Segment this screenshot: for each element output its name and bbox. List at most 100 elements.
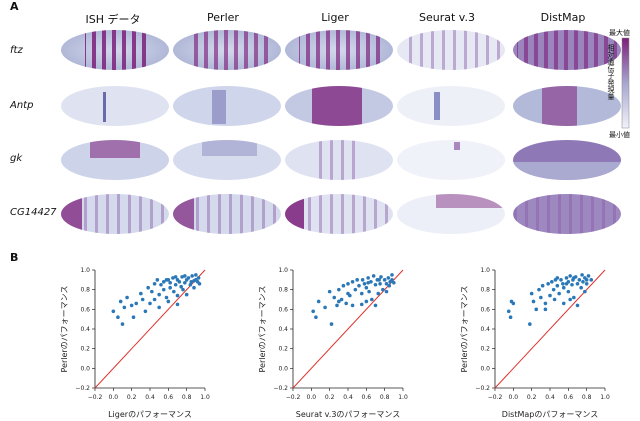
y-tick-label: 0.8 bbox=[480, 287, 490, 294]
data-point bbox=[387, 283, 392, 288]
x-axis-label: Seurat v.3のパフォーマンス bbox=[296, 410, 401, 419]
data-point bbox=[139, 291, 143, 296]
y-tick-label: 0.4 bbox=[480, 326, 490, 333]
data-point bbox=[564, 281, 569, 286]
data-point bbox=[537, 287, 541, 292]
y-tick-label: 0.4 bbox=[80, 326, 90, 333]
data-point bbox=[377, 278, 381, 282]
data-point bbox=[329, 322, 334, 326]
data-point bbox=[152, 281, 157, 286]
column-header-seurat: Seurat v.3 bbox=[419, 11, 475, 24]
data-point bbox=[111, 309, 116, 314]
data-point bbox=[120, 322, 125, 326]
data-point bbox=[555, 276, 560, 280]
embryo-gk-distmap bbox=[513, 140, 621, 180]
data-point bbox=[180, 275, 184, 279]
data-point bbox=[346, 291, 350, 296]
data-point bbox=[376, 291, 381, 296]
embryo-antp-ish bbox=[61, 86, 169, 126]
data-point bbox=[316, 299, 321, 304]
embryo-gk-liger bbox=[285, 140, 393, 180]
data-point bbox=[561, 301, 566, 306]
embryo-ftz-liger bbox=[285, 30, 393, 70]
data-point bbox=[168, 285, 172, 290]
y-tick-label: 0.6 bbox=[278, 306, 288, 313]
data-point bbox=[577, 278, 582, 282]
column-header-ish: ISH データ bbox=[85, 13, 141, 26]
data-point bbox=[179, 284, 183, 289]
data-point bbox=[364, 285, 369, 290]
y-tick-label: −0.2 bbox=[273, 385, 288, 392]
data-point bbox=[166, 299, 171, 304]
column-header-liger: Liger bbox=[321, 11, 349, 24]
data-point bbox=[146, 285, 150, 290]
column-header-distmap: DistMap bbox=[540, 11, 586, 24]
colorbar-max-label: 最大値 bbox=[609, 29, 630, 37]
data-point bbox=[390, 278, 394, 282]
x-tick-label: 0.2 bbox=[527, 394, 537, 401]
data-point bbox=[172, 289, 176, 294]
data-point bbox=[129, 303, 134, 308]
embryo-cg14427-perler bbox=[173, 194, 281, 234]
y-tick-label: 0.2 bbox=[480, 346, 490, 353]
x-tick-label: 0.0 bbox=[509, 394, 519, 401]
data-point bbox=[192, 279, 196, 283]
scatter-plot-2: −0.2 −0.2 0.0 0.0 0.2 0.2 0.4 0.4 0.6 0.6 0.8 0.8 1.… bbox=[460, 267, 610, 419]
row-label-cg14427: CG14427 bbox=[10, 207, 57, 218]
x-tick-label: 0.8 bbox=[582, 394, 592, 401]
colorbar bbox=[621, 37, 630, 129]
y-tick-label: 0.2 bbox=[80, 346, 90, 353]
data-point bbox=[561, 281, 565, 286]
data-point bbox=[337, 287, 341, 292]
embryo-ftz-ish bbox=[61, 30, 169, 70]
data-point bbox=[566, 289, 571, 294]
x-tick-label: 1.0 bbox=[398, 394, 408, 401]
x-tick-label: 0.4 bbox=[343, 394, 353, 401]
data-point bbox=[332, 295, 337, 300]
data-point bbox=[548, 293, 552, 298]
data-point bbox=[164, 295, 169, 300]
embryo-cg14427-liger bbox=[285, 194, 393, 234]
x-tick-label: 0.4 bbox=[545, 394, 555, 401]
data-point bbox=[183, 274, 187, 278]
x-tick-label: 1.0 bbox=[600, 394, 610, 401]
data-point bbox=[581, 280, 585, 284]
data-point bbox=[584, 278, 589, 282]
data-point bbox=[161, 280, 166, 284]
data-point bbox=[564, 276, 569, 280]
x-tick-label: 0.6 bbox=[564, 394, 574, 401]
data-point bbox=[579, 285, 583, 290]
data-point bbox=[373, 282, 378, 287]
data-point bbox=[362, 281, 367, 286]
data-point bbox=[575, 303, 580, 308]
y-axis-label: Perlerのパフォーマンス bbox=[60, 285, 69, 372]
x-tick-label: −0.2 bbox=[286, 394, 301, 401]
embryo-antp-liger bbox=[285, 86, 393, 126]
data-point bbox=[359, 302, 364, 307]
data-point bbox=[543, 301, 548, 306]
data-point bbox=[367, 289, 371, 294]
embryo-ftz-perler bbox=[173, 30, 281, 70]
data-point bbox=[189, 280, 194, 284]
embryo-cg14427-ish bbox=[61, 194, 169, 234]
data-point bbox=[528, 322, 532, 326]
y-axis-label: Perlerのパフォーマンス bbox=[460, 285, 469, 372]
x-tick-label: 0.6 bbox=[362, 394, 372, 401]
data-point bbox=[152, 297, 157, 302]
data-point bbox=[175, 302, 180, 307]
data-point bbox=[371, 274, 376, 278]
data-point bbox=[366, 276, 370, 280]
y-tick-label: 0.0 bbox=[278, 365, 288, 372]
x-tick-label: 0.2 bbox=[127, 394, 137, 401]
data-point bbox=[184, 292, 189, 297]
data-point bbox=[373, 303, 378, 308]
data-point bbox=[572, 276, 576, 280]
data-point bbox=[140, 297, 145, 302]
data-point bbox=[177, 280, 182, 284]
x-axis-label: DistMapのパフォーマンス bbox=[502, 410, 598, 419]
y-tick-label: −0.2 bbox=[475, 385, 490, 392]
x-tick-label: 0.0 bbox=[109, 394, 119, 401]
data-point bbox=[323, 305, 327, 310]
data-point bbox=[511, 301, 516, 306]
data-point bbox=[561, 285, 566, 290]
